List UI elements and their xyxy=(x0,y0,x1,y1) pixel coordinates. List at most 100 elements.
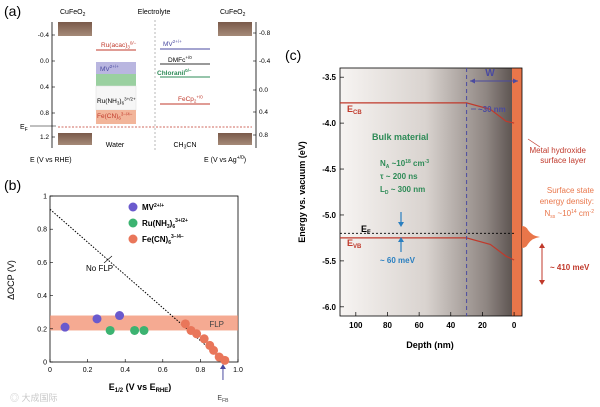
data-point xyxy=(60,322,70,332)
data-point xyxy=(192,329,202,339)
panel-a-label: (a) xyxy=(4,3,21,19)
evb-label: EVB xyxy=(347,238,362,250)
w-arrow-head-right xyxy=(513,78,518,84)
legend-marker-fe xyxy=(128,234,138,244)
w-value: ~30 nm xyxy=(478,105,506,114)
left-ticks: -0.4 0.0 0.4 0.8 1.2 xyxy=(38,32,55,141)
left-electrode-cb xyxy=(58,22,92,36)
w-indicator: W ~30 nm xyxy=(470,68,518,114)
mv-ch3cn-label: MV2+/+ xyxy=(163,39,182,48)
scatter-points xyxy=(60,311,230,365)
panel-b: (b) FLP No FLP 0 0.2 0.4 0.6 0.8 1.0 00.20.40… xyxy=(4,177,243,404)
data-point xyxy=(209,345,219,355)
surface-state-text-1: Surface state xyxy=(547,186,595,195)
plot-c-frame xyxy=(339,67,523,317)
right-electrode-label: CuFeO2 xyxy=(220,9,246,18)
legend-label-mv: MV2+/+ xyxy=(142,203,164,212)
y-tick-label: 0 xyxy=(43,360,47,367)
w-label: W xyxy=(485,68,495,79)
b-x-ticks: 0 0.2 0.4 0.6 0.8 1.0 xyxy=(48,359,243,374)
legend-marker-mv xyxy=(128,202,138,212)
x-tick-label: 100 xyxy=(349,321,363,330)
y-tick-label: -6.0 xyxy=(322,303,336,312)
legend-label-ru: Ru(NH3)63+/2+ xyxy=(142,218,188,230)
b-legend: MV2+/+ Ru(NH3)63+/2+ Fe(CN)63−/4− xyxy=(128,202,188,246)
right-tick-label: 0.8 xyxy=(259,132,268,139)
b-xlabel: E1/2 (V vs ERHE) xyxy=(109,382,172,394)
ru-water-band xyxy=(96,74,136,86)
no-flp-label: No FLP xyxy=(86,264,113,273)
panel-c-label: (c) xyxy=(285,47,301,63)
surface-layer-text-2: surface layer xyxy=(540,156,586,165)
y-tick-label: -4.0 xyxy=(322,119,336,128)
left-electrode-label: CuFeO2 xyxy=(60,9,86,18)
flp-label: FLP xyxy=(209,320,224,329)
data-point xyxy=(130,325,140,335)
x-tick-label: 0 xyxy=(48,367,52,374)
left-tick-label: 0.0 xyxy=(40,58,49,65)
data-point xyxy=(115,311,125,321)
efb-arrow-head xyxy=(219,364,226,369)
left-tick-label: 0.8 xyxy=(40,110,49,117)
x-tick-label: 0 xyxy=(512,321,517,330)
ch3cn-label: CH3CN xyxy=(173,142,196,151)
y-tick-label: 0.4 xyxy=(37,293,47,300)
mev60-label: ~ 60 meV xyxy=(380,256,416,265)
runh3-label: Ru(NH3)63+/2+ xyxy=(97,97,136,106)
mev60-arrow-head-top xyxy=(398,222,404,227)
data-point xyxy=(199,334,209,344)
efb-label: EFB xyxy=(217,395,229,404)
panel-c: (c) -3.5 -4.0 -4.5 -5.0 -5.5 -6.0 100 80 60 40 20… xyxy=(285,47,595,350)
data-point xyxy=(220,355,230,365)
left-tick-label: 0.4 xyxy=(40,84,49,91)
surface-layer-region xyxy=(512,68,522,316)
b-y-ticks: 0 0.2 0.4 0.6 0.8 1 xyxy=(37,194,53,367)
left-axis-label: E (V vs RHE) xyxy=(30,157,72,164)
data-point xyxy=(105,325,115,335)
surface-state-gaussian xyxy=(522,226,540,248)
right-axis-label: E (V vs Ag+/0) xyxy=(204,155,246,164)
x-tick-label: 0.4 xyxy=(120,367,130,374)
y-tick-label: -5.5 xyxy=(322,257,336,266)
no-flp-pointer xyxy=(103,255,113,264)
fecp-label: FeCp2+/0 xyxy=(178,95,203,104)
surface-state-text-3: Nss ~1014 cm-2 xyxy=(545,209,595,220)
x-tick-label: 40 xyxy=(446,321,455,330)
bulk-region xyxy=(340,68,512,316)
c-x-ticks: 100 80 60 40 20 0 xyxy=(349,312,517,330)
b-ylabel: ΔOCP (V) xyxy=(6,260,16,300)
y-tick-label: 1 xyxy=(43,194,47,201)
y-tick-label: -3.5 xyxy=(322,73,336,82)
x-tick-label: 60 xyxy=(415,321,424,330)
c-xlabel: Depth (nm) xyxy=(406,340,454,350)
mv-water-label: MV2+/+ xyxy=(100,64,119,73)
y-tick-label: -5.0 xyxy=(322,211,336,220)
left-tick-label: -0.4 xyxy=(38,32,50,39)
ru-nh3-band xyxy=(95,85,137,111)
x-tick-label: 0.8 xyxy=(196,367,206,374)
ecb-line xyxy=(340,102,515,124)
ld-text: LD ~ 300 nm xyxy=(380,185,425,196)
mev410-arrow-head-bottom xyxy=(539,280,545,285)
data-point xyxy=(139,325,149,335)
right-electrode-cb xyxy=(218,22,252,36)
ecb-label: ECB xyxy=(347,104,362,116)
surface-state-text-2: energy density: xyxy=(540,197,594,206)
ef-label-a: EF xyxy=(20,124,28,133)
fecn-water-band xyxy=(96,110,136,124)
fecn-water-label: Fe(CN)63−/4− xyxy=(97,112,133,121)
legend-marker-ru xyxy=(128,218,138,228)
data-point xyxy=(180,319,190,329)
water-label: Water xyxy=(106,142,125,149)
right-tick-label: 0.4 xyxy=(259,109,268,116)
y-tick-label: 0.2 xyxy=(37,326,47,333)
x-tick-label: 0.2 xyxy=(83,367,93,374)
w-arrow-head-left xyxy=(470,78,475,84)
dmfc-label: DMFc+/0 xyxy=(168,55,192,64)
x-tick-label: 0.6 xyxy=(158,367,168,374)
right-ticks: -0.8 -0.4 0.0 0.4 0.8 xyxy=(253,30,271,139)
panel-a: (a) CuFeO2 Electrolyte CuFeO2 -0.4 0.0 0… xyxy=(4,3,271,164)
surface-layer-pointer xyxy=(527,138,541,148)
right-tick-label: -0.8 xyxy=(259,30,271,37)
